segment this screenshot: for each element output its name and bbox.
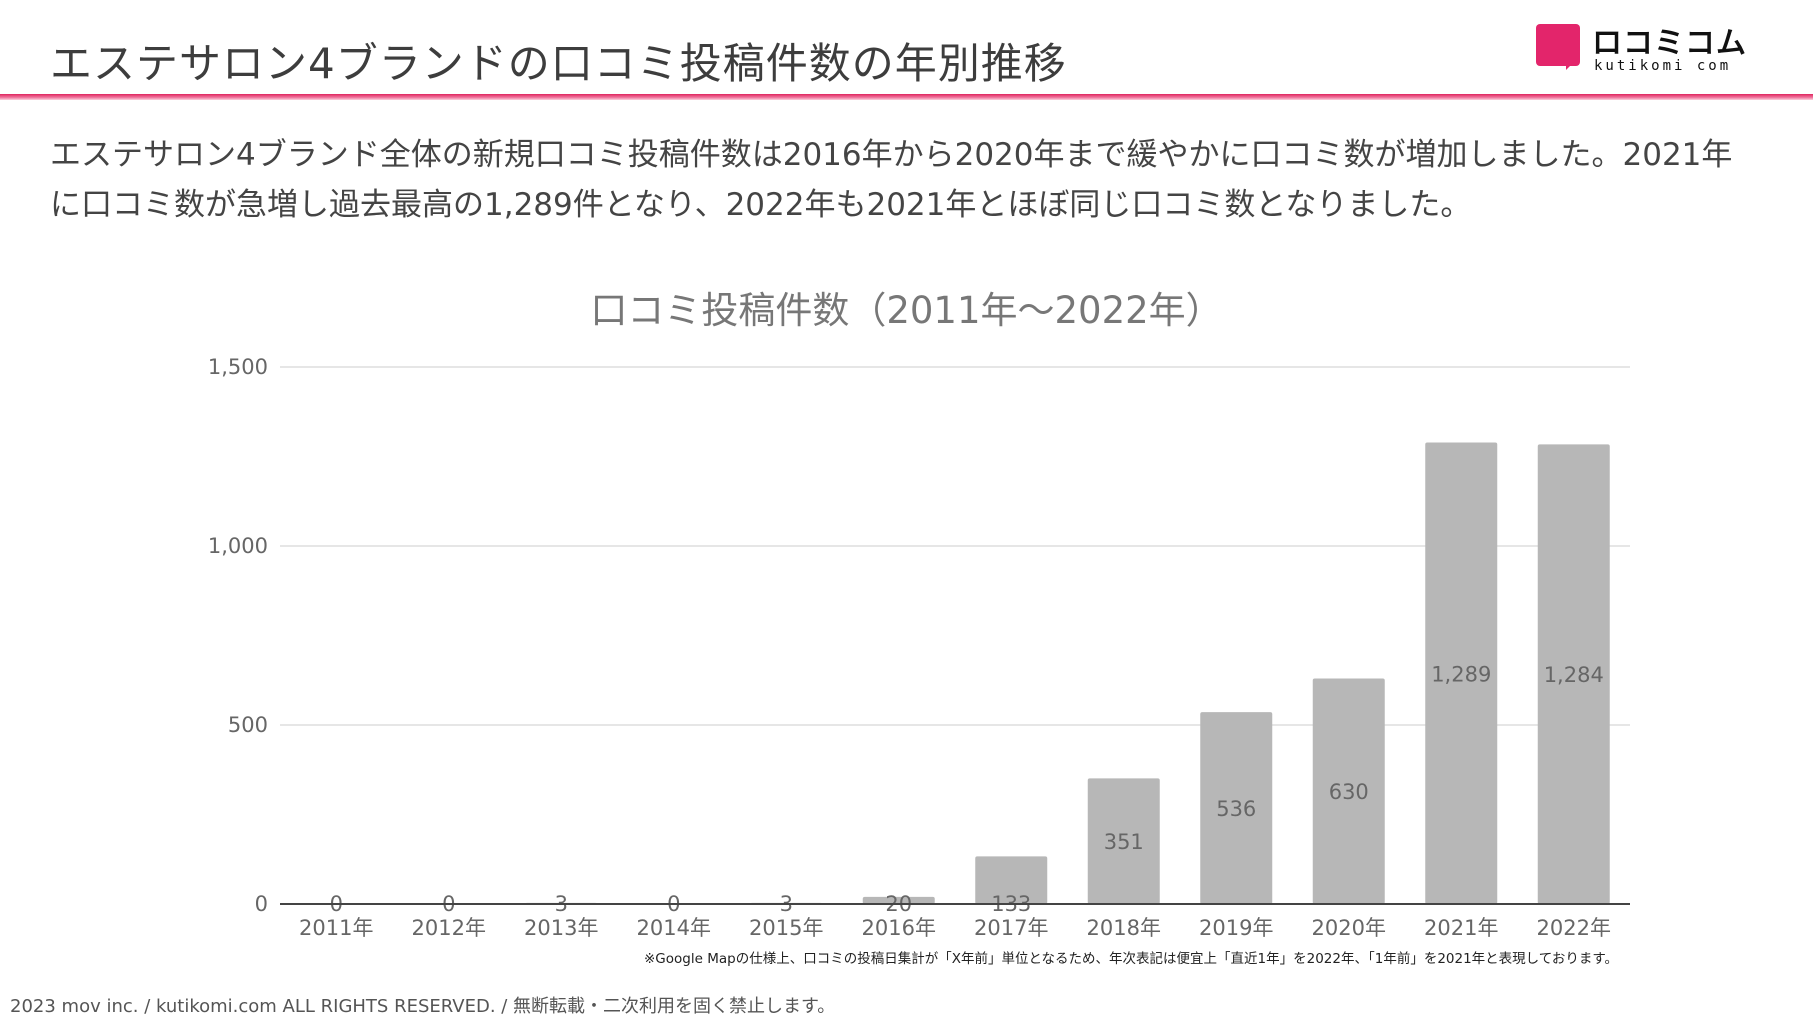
chart-title: 口コミ投稿件数（2011年～2022年） [590, 289, 1223, 332]
data-label: 536 [1216, 797, 1256, 821]
page-title: エステサロン4ブランドの口コミ投稿件数の年別推移 [50, 39, 1067, 88]
y-tick-label: 500 [228, 713, 268, 737]
x-tick-label: 2021年 [1424, 916, 1498, 940]
bar [1537, 444, 1610, 904]
x-tick-label: 2017年 [974, 916, 1048, 940]
x-tick-label: 2015年 [749, 916, 823, 940]
data-label: 1,289 [1431, 662, 1491, 686]
data-label: 630 [1329, 780, 1369, 804]
data-label: 1,284 [1544, 663, 1604, 687]
bar [1312, 678, 1385, 904]
y-tick-label: 1,500 [208, 355, 268, 379]
bar [975, 856, 1048, 904]
speech-bubble-icon [1536, 24, 1580, 70]
x-tick-label: 2018年 [1087, 916, 1161, 940]
x-tick-label: 2022年 [1537, 916, 1611, 940]
copyright: 2023 mov inc. / kutikomi.com ALL RIGHTS … [10, 996, 836, 1017]
x-tick-label: 2019年 [1199, 916, 1273, 940]
x-tick-label: 2013年 [524, 916, 598, 940]
y-tick-label: 0 [255, 892, 268, 916]
header-divider [0, 94, 1813, 100]
footnote: ※Google Mapの仕様上、口コミの投稿日集計が「X年前」単位となるため、年… [644, 951, 1619, 967]
x-tick-label: 2012年 [412, 916, 486, 940]
bar [1425, 442, 1498, 904]
bar [1087, 778, 1160, 904]
x-tick-label: 2020年 [1312, 916, 1386, 940]
logo-text: ロコミコム [1592, 26, 1747, 61]
data-label: 351 [1104, 830, 1144, 854]
bar [862, 896, 935, 904]
summary-paragraph: エステサロン4ブランド全体の新規口コミ投稿件数は2016年から2020年まで緩や… [50, 137, 1733, 223]
logo-subtext: kutikomi com [1594, 58, 1732, 74]
x-tick-label: 2014年 [637, 916, 711, 940]
x-tick-label: 2011年 [299, 916, 373, 940]
brand-logo[interactable]: ロコミコム kutikomi com [1536, 18, 1746, 78]
x-tick-label: 2016年 [862, 916, 936, 940]
bar [1200, 712, 1273, 904]
y-tick-label: 1,000 [208, 534, 268, 558]
